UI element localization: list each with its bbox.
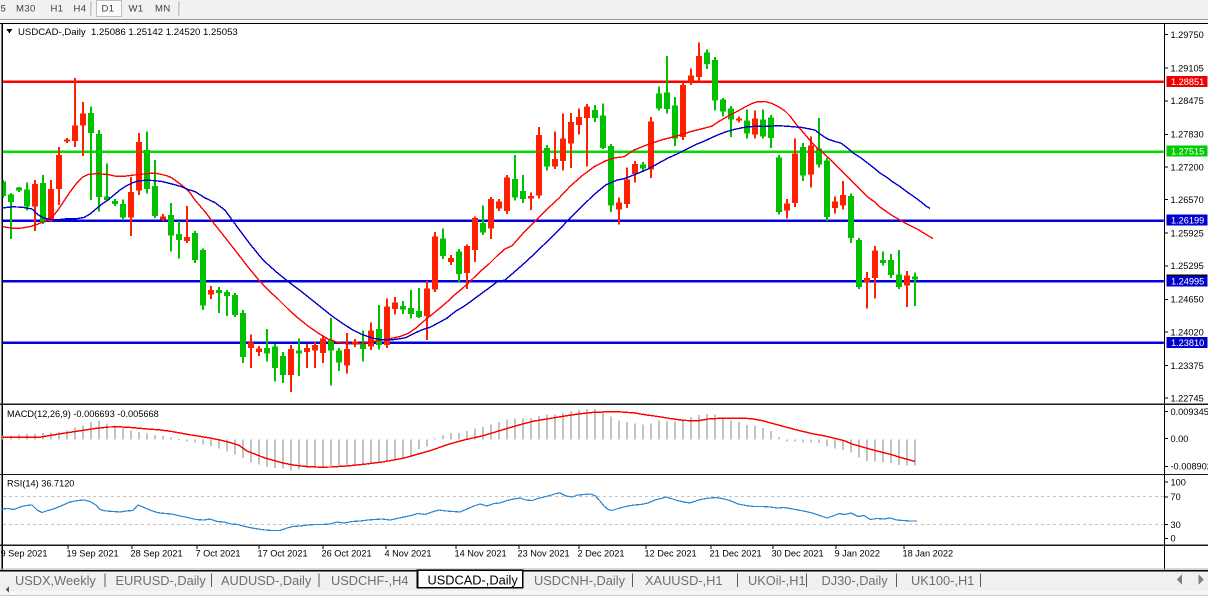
- svg-text:1.26570: 1.26570: [1171, 195, 1204, 205]
- svg-text:70: 70: [1171, 492, 1181, 502]
- svg-text:2 Dec 2021: 2 Dec 2021: [578, 549, 625, 559]
- svg-text:1.29750: 1.29750: [1171, 30, 1204, 40]
- svg-text:23 Nov 2021: 23 Nov 2021: [518, 549, 570, 559]
- svg-text:28 Sep 2021: 28 Sep 2021: [131, 549, 183, 559]
- svg-text:M30: M30: [16, 4, 36, 15]
- svg-text:MN: MN: [155, 4, 171, 15]
- svg-text:1.22745: 1.22745: [1171, 394, 1204, 404]
- svg-text:RSI(14) 36.7120: RSI(14) 36.7120: [7, 479, 74, 489]
- svg-text:1.27200: 1.27200: [1171, 162, 1204, 172]
- svg-text:1.24020: 1.24020: [1171, 327, 1204, 337]
- svg-text:0: 0: [1171, 534, 1176, 544]
- svg-text:12 Dec 2021: 12 Dec 2021: [645, 549, 697, 559]
- svg-text:1.26199: 1.26199: [1171, 215, 1204, 225]
- svg-text:19 Sep 2021: 19 Sep 2021: [67, 549, 119, 559]
- svg-text:USDCAD-,Daily: USDCAD-,Daily: [428, 573, 519, 588]
- svg-text:USDCNH-,Daily: USDCNH-,Daily: [534, 573, 626, 588]
- svg-text:H1: H1: [51, 4, 64, 15]
- svg-text:4 Nov 2021: 4 Nov 2021: [385, 549, 432, 559]
- svg-text:9 Jan 2022: 9 Jan 2022: [835, 549, 880, 559]
- svg-text:1.28851: 1.28851: [1171, 77, 1204, 87]
- svg-text:AUDUSD-,Daily: AUDUSD-,Daily: [221, 573, 312, 588]
- svg-text:USDX,Weekly: USDX,Weekly: [15, 573, 96, 588]
- svg-text:1.25295: 1.25295: [1171, 261, 1204, 271]
- svg-text:21 Dec 2021: 21 Dec 2021: [710, 549, 762, 559]
- svg-text:26 Oct 2021: 26 Oct 2021: [322, 549, 372, 559]
- svg-text:1.27830: 1.27830: [1171, 130, 1204, 140]
- svg-text:1.23375: 1.23375: [1171, 361, 1204, 371]
- svg-text:1.27515: 1.27515: [1171, 146, 1204, 156]
- svg-text:UKOil-,H1: UKOil-,H1: [748, 573, 806, 588]
- svg-text:1.28475: 1.28475: [1171, 96, 1204, 106]
- svg-text:1.29105: 1.29105: [1171, 64, 1204, 74]
- svg-text:18 Jan 2022: 18 Jan 2022: [903, 549, 954, 559]
- svg-text:MACD(12,26,9) -0.006693 -0.005: MACD(12,26,9) -0.006693 -0.005668: [7, 409, 159, 419]
- svg-text:0.009345: 0.009345: [1171, 407, 1208, 417]
- svg-text:EURUSD-,Daily: EURUSD-,Daily: [116, 573, 207, 588]
- svg-text:17 Oct 2021: 17 Oct 2021: [258, 549, 308, 559]
- svg-text:DJ30-,Daily: DJ30-,Daily: [822, 573, 889, 588]
- svg-text:7 Oct 2021: 7 Oct 2021: [196, 549, 241, 559]
- svg-text:-0.008902: -0.008902: [1171, 462, 1208, 472]
- svg-text:5: 5: [1, 4, 7, 15]
- svg-text:1.23810: 1.23810: [1171, 338, 1204, 348]
- svg-text:H4: H4: [74, 4, 87, 15]
- svg-text:D1: D1: [102, 4, 115, 15]
- svg-text:9 Sep 2021: 9 Sep 2021: [1, 549, 48, 559]
- svg-text:USDCAD-,Daily 1.25086 1.25142: USDCAD-,Daily 1.25086 1.25142 1.24520 1.…: [18, 27, 238, 38]
- svg-text:UK100-,H1: UK100-,H1: [911, 573, 974, 588]
- svg-text:100: 100: [1171, 478, 1186, 488]
- svg-text:14 Nov 2021: 14 Nov 2021: [455, 549, 507, 559]
- svg-text:1.24995: 1.24995: [1171, 276, 1204, 286]
- svg-text:1.25925: 1.25925: [1171, 229, 1204, 239]
- svg-text:0.00: 0.00: [1171, 434, 1189, 444]
- svg-text:XAUUSD-,H1: XAUUSD-,H1: [645, 573, 723, 588]
- svg-text:30: 30: [1171, 520, 1181, 530]
- svg-text:W1: W1: [129, 4, 144, 15]
- svg-text:30 Dec 2021: 30 Dec 2021: [772, 549, 824, 559]
- svg-text:USDCHF-,H4: USDCHF-,H4: [331, 573, 409, 588]
- svg-text:1.24650: 1.24650: [1171, 295, 1204, 305]
